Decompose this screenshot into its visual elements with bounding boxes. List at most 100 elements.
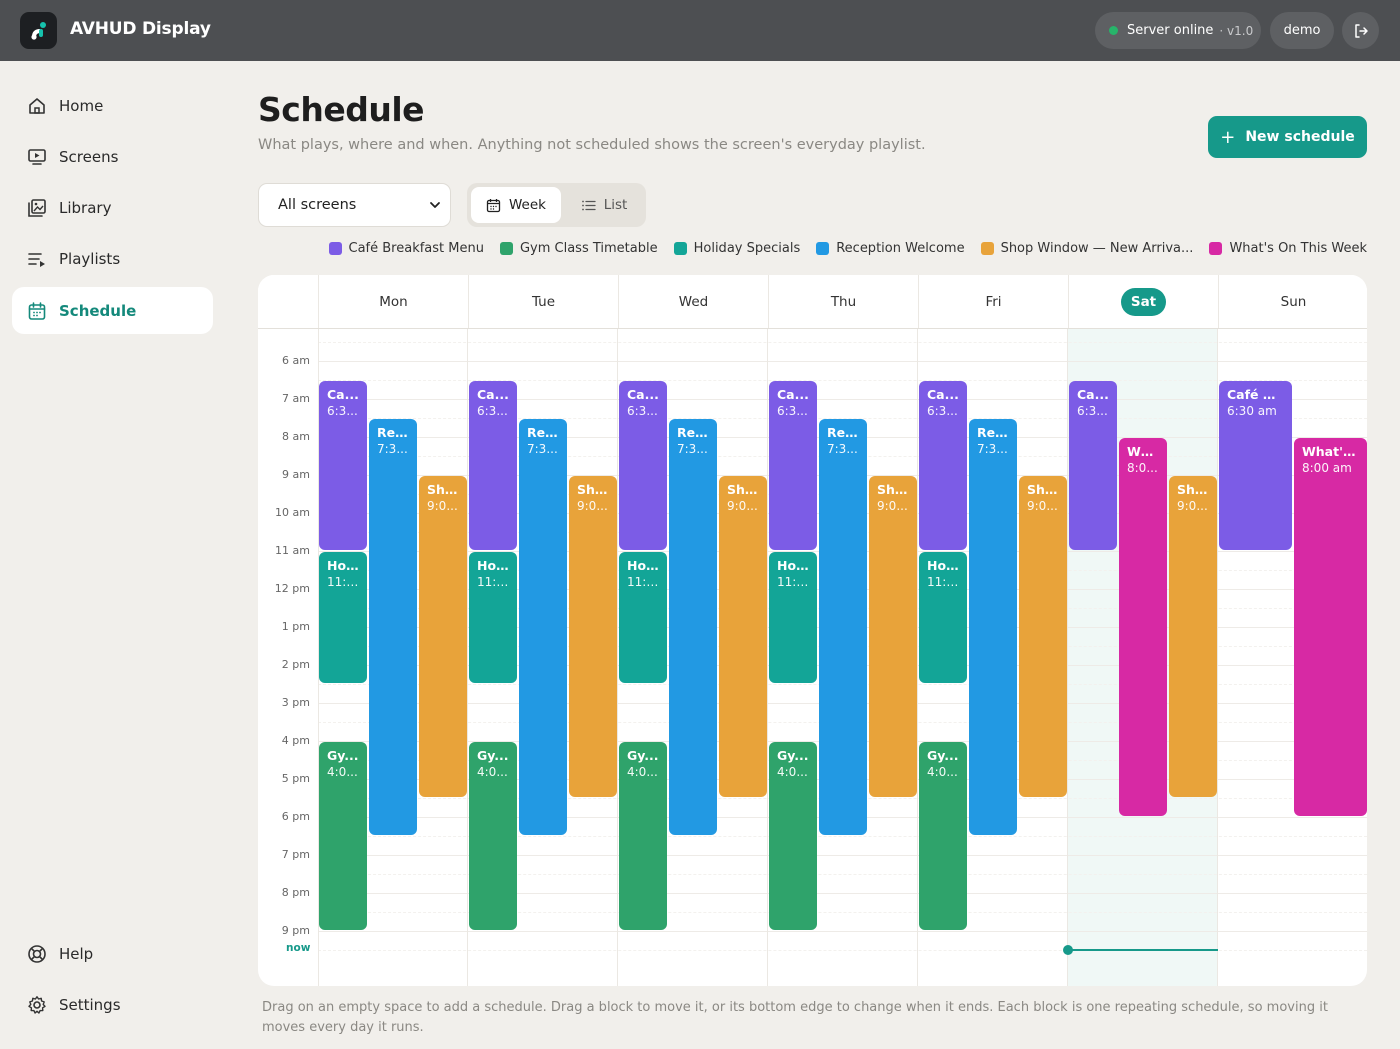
legend-item[interactable]: Holiday Specials: [673, 241, 800, 256]
day-column-divider: [917, 275, 918, 986]
schedule-block[interactable]: Sh... 9:0...: [569, 476, 617, 798]
schedule-block-time: 9:0...: [1177, 499, 1208, 514]
screen-filter-select[interactable]: All screens: [258, 183, 451, 227]
schedule-block-title: Re...: [527, 425, 559, 441]
schedule-block[interactable]: Gy... 4:0...: [319, 742, 367, 931]
schedule-block-time: 8:00 am: [1302, 461, 1352, 476]
schedule-block[interactable]: Hol...11:0...: [319, 552, 367, 684]
legend-item[interactable]: What's On This Week: [1209, 241, 1367, 256]
logout-button[interactable]: [1342, 12, 1379, 49]
schedule-block[interactable]: Gy... 4:0...: [919, 742, 967, 931]
schedule-block-title: Wh...: [1127, 444, 1159, 460]
sidebar-item-label: Screens: [59, 147, 119, 166]
schedule-block-title: Sh...: [1177, 482, 1209, 498]
schedule-block[interactable]: Ca... 6:3...: [619, 381, 667, 551]
hour-label: 9 am: [282, 468, 310, 482]
schedule-block[interactable]: Gy... 4:0...: [619, 742, 667, 931]
sidebar-item-library[interactable]: Library: [12, 184, 213, 231]
now-indicator-dot: [1063, 945, 1073, 956]
schedule-block[interactable]: Gy... 4:0...: [769, 742, 817, 931]
schedule-block[interactable]: Sh... 9:0...: [1169, 476, 1217, 798]
hour-label: 12 pm: [274, 582, 310, 596]
day-column-divider: [318, 275, 319, 986]
now-label: now: [286, 942, 311, 955]
week-view-button[interactable]: Week: [471, 187, 561, 223]
half-hour-gridline: [318, 836, 1367, 838]
schedule-block[interactable]: Re... 7:3...: [519, 419, 567, 836]
sidebar-item-playlists[interactable]: Playlists: [12, 235, 213, 282]
schedule-block[interactable]: Hol...11:0...: [469, 552, 517, 684]
screen-filter-value: All screens: [278, 197, 357, 213]
legend-item[interactable]: Shop Window — New Arriva...: [980, 241, 1193, 256]
schedule-block-time: 7:3...: [827, 442, 858, 457]
schedule-block-time: 6:30 am: [1227, 404, 1277, 419]
schedule-block-time: 6:3...: [777, 404, 808, 419]
legend-item[interactable]: Café Breakfast Menu: [328, 241, 484, 256]
server-status-pill[interactable]: Server online · v1.0: [1095, 12, 1261, 49]
schedule-block[interactable]: What's... 8:00 am: [1294, 438, 1367, 817]
schedule-block[interactable]: Hol...11:0...: [619, 552, 667, 684]
new-schedule-button[interactable]: + New schedule: [1208, 116, 1367, 158]
schedule-block[interactable]: Hol...11:0...: [769, 552, 817, 684]
schedule-block[interactable]: Ca... 6:3...: [1069, 381, 1117, 551]
schedule-block[interactable]: Ca... 6:3...: [319, 381, 367, 551]
schedule-block[interactable]: Ca... 6:3...: [469, 381, 517, 551]
schedule-block[interactable]: Re... 7:3...: [369, 419, 417, 836]
hour-gridline: [318, 399, 1367, 401]
schedule-block-title: Hol...: [627, 558, 659, 574]
schedule-block[interactable]: Re... 7:3...: [669, 419, 717, 836]
schedule-block[interactable]: Ca... 6:3...: [769, 381, 817, 551]
schedule-block-time: 9:0...: [727, 499, 758, 514]
sidebar-item-screens[interactable]: Screens: [12, 133, 213, 180]
hour-gridline: [318, 855, 1367, 857]
schedule-block-title: Gy...: [927, 748, 959, 764]
schedule-block-time: 11:0...: [927, 575, 959, 590]
schedule-block-title: Hol...: [777, 558, 809, 574]
gear-icon: [27, 995, 47, 1015]
header-divider: [258, 328, 1367, 329]
schedule-block[interactable]: Re... 7:3...: [969, 419, 1017, 836]
schedule-block[interactable]: Wh...8:0...: [1119, 438, 1167, 817]
hour-label: 10 am: [275, 506, 310, 520]
schedule-block-time: 4:0...: [327, 765, 358, 780]
legend-item[interactable]: Gym Class Timetable: [499, 241, 658, 256]
sidebar-item-home[interactable]: Home: [12, 82, 213, 129]
logo-icon: [30, 21, 46, 40]
legend-item[interactable]: Reception Welcome: [816, 241, 965, 256]
hour-label: 6 am: [282, 354, 310, 368]
schedule-block-time: 7:3...: [377, 442, 408, 457]
schedule-block[interactable]: Ca... 6:3...: [919, 381, 967, 551]
schedule-block-title: Ca...: [777, 387, 809, 403]
list-view-button[interactable]: List: [567, 187, 641, 223]
schedule-block[interactable]: Hol...11:0...: [919, 552, 967, 684]
schedule-block[interactable]: Café B... 6:30 am: [1219, 381, 1292, 551]
schedule-block-time: 4:0...: [927, 765, 958, 780]
day-header-sat: Sat: [1068, 275, 1218, 328]
user-button[interactable]: demo: [1270, 12, 1334, 49]
schedule-block[interactable]: Sh... 9:0...: [1019, 476, 1067, 798]
day-column-divider: [1217, 275, 1218, 986]
hour-label: 1 pm: [281, 620, 310, 634]
schedule-block[interactable]: Re... 7:3...: [819, 419, 867, 836]
schedule-block[interactable]: Sh... 9:0...: [869, 476, 917, 798]
day-label: Wed: [678, 293, 709, 310]
app-logo[interactable]: [20, 12, 57, 49]
schedule-block-time: 7:3...: [977, 442, 1008, 457]
schedule-block-title: Sh...: [727, 482, 759, 498]
home-icon: [27, 96, 47, 116]
day-header-mon: Mon: [318, 275, 468, 328]
schedule-block-title: Sh...: [427, 482, 459, 498]
sidebar-item-settings[interactable]: Settings: [12, 981, 213, 1028]
sidebar-item-label: Schedule: [59, 301, 137, 320]
schedule-block[interactable]: Sh... 9:0...: [419, 476, 467, 798]
schedule-block-title: Gy...: [627, 748, 659, 764]
schedule-block[interactable]: Gy... 4:0...: [469, 742, 517, 931]
sidebar-item-help[interactable]: Help: [12, 930, 213, 977]
schedule-block-time: 6:3...: [1077, 404, 1108, 419]
new-schedule-label: New schedule: [1245, 129, 1355, 145]
server-status-text: Server online: [1127, 23, 1214, 38]
schedule-block-time: 6:3...: [327, 404, 358, 419]
sidebar-item-schedule[interactable]: Schedule: [12, 287, 213, 334]
schedule-block[interactable]: Sh... 9:0...: [719, 476, 767, 798]
